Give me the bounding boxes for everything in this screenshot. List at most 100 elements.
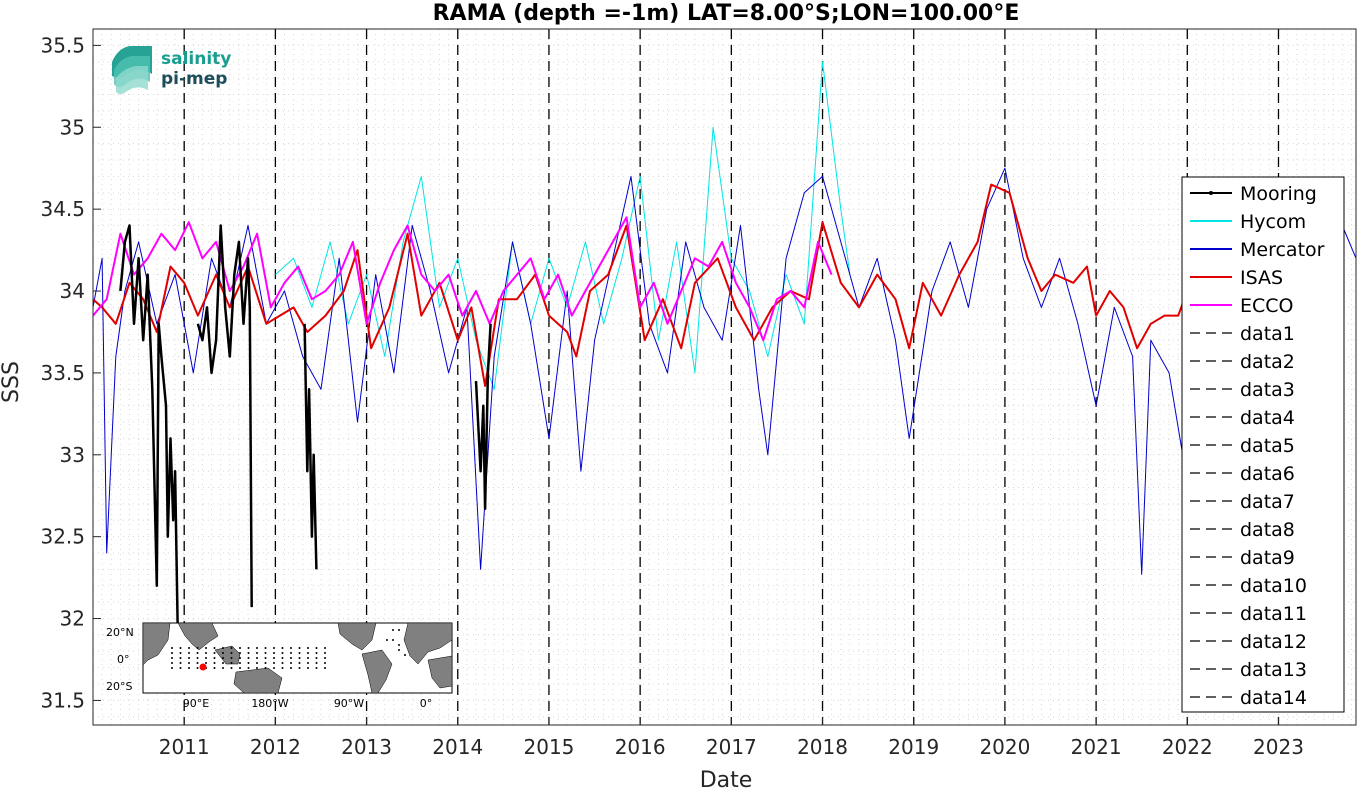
buoy-marker <box>205 657 207 659</box>
x-tick-label: 2014 <box>432 735 483 759</box>
buoy-marker <box>171 652 173 654</box>
inset-lon-label-90w: 90°W <box>334 697 364 710</box>
legend-label: data10 <box>1240 575 1307 597</box>
buoy-marker <box>179 652 182 654</box>
buoy-marker <box>298 647 301 649</box>
buoy-marker <box>188 662 190 664</box>
inset-lon-label-0: 0° <box>420 697 433 710</box>
legend: Mooring Hycom Mercator ISAS ECCO data1 data2 da… <box>1181 176 1345 713</box>
buoy-marker <box>298 662 301 664</box>
buoy-marker <box>213 657 216 659</box>
legend-entry: ISAS <box>1190 267 1283 289</box>
buoy-marker <box>307 667 309 669</box>
buoy-marker <box>398 644 400 646</box>
buoy-marker <box>230 647 233 649</box>
buoy-marker <box>281 662 284 664</box>
buoy-marker <box>392 629 394 631</box>
buoy-marker <box>222 667 224 669</box>
legend-entry: data13 <box>1190 659 1307 681</box>
legend-entry: data11 <box>1190 603 1307 625</box>
x-tick-label: 2011 <box>159 735 210 759</box>
y-tick-label: 35.5 <box>40 33 85 57</box>
buoy-marker <box>324 652 326 654</box>
buoy-marker <box>307 652 309 654</box>
x-tick-label: 2021 <box>1071 735 1122 759</box>
buoy-marker <box>179 647 182 649</box>
buoy-marker <box>239 657 241 659</box>
y-tick-label: 33 <box>60 443 85 467</box>
buoy-marker <box>324 667 326 669</box>
buoy-marker <box>247 657 250 659</box>
x-tick-label: 2020 <box>979 735 1030 759</box>
x-tick-label: 2023 <box>1253 735 1304 759</box>
buoy-marker <box>281 647 284 649</box>
buoy-marker <box>205 647 207 649</box>
buoy-marker <box>171 662 173 664</box>
inset-lon-label-90e: 90°E <box>183 697 209 710</box>
inset-lat-label-20n: 20°N <box>106 626 134 639</box>
buoy-marker <box>256 652 258 654</box>
buoy-marker <box>188 647 190 649</box>
buoy-marker <box>307 647 309 649</box>
vertical-dashed-lines <box>183 29 1280 725</box>
legend-entry: Hycom <box>1190 211 1306 233</box>
series-layer <box>92 61 1357 635</box>
inset-map: 20°N 0° 20°S 90°E 180°W 90°W 0° <box>106 622 453 710</box>
legend-entry: data6 <box>1190 463 1295 485</box>
x-axis-label: Date <box>700 768 753 790</box>
legend-label: data12 <box>1240 631 1307 653</box>
buoy-marker <box>273 662 275 664</box>
y-tick-label: 33.5 <box>40 361 85 385</box>
x-ticks: 2011 2012 2013 2014 2015 2016 2017 2018 2019 2020… <box>159 717 1304 759</box>
buoy-marker <box>196 657 199 659</box>
buoy-marker <box>256 657 258 659</box>
buoy-marker <box>273 647 275 649</box>
buoy-marker <box>222 652 224 654</box>
buoy-marker <box>298 667 301 669</box>
buoy-marker <box>281 667 284 669</box>
buoy-marker <box>264 657 267 659</box>
logo-waves-icon <box>112 46 152 94</box>
buoy-marker <box>324 647 326 649</box>
legend-label: data8 <box>1240 519 1295 541</box>
inset-lat-label-20s: 20°S <box>106 680 132 693</box>
buoy-marker <box>222 647 224 649</box>
y-tick-label: 34 <box>60 279 85 303</box>
buoy-marker <box>398 629 400 631</box>
x-tick-label: 2019 <box>888 735 939 759</box>
legend-label: ISAS <box>1240 267 1283 289</box>
buoy-marker <box>281 652 284 654</box>
legend-label: data1 <box>1240 323 1295 345</box>
buoy-marker <box>398 649 400 651</box>
inset-land <box>142 622 453 694</box>
buoy-marker <box>239 647 241 649</box>
buoy-marker <box>179 662 182 664</box>
y-tick-label: 32 <box>60 607 85 631</box>
buoy-marker <box>230 662 233 664</box>
series-line-mercator <box>92 167 1357 575</box>
buoy-marker <box>290 667 292 669</box>
legend-label: data6 <box>1240 463 1295 485</box>
buoy-marker <box>179 657 182 659</box>
legend-entry: data8 <box>1190 519 1295 541</box>
buoy-marker <box>188 667 190 669</box>
legend-items: Mooring Hycom Mercator ISAS ECCO data1 data2 da… <box>1190 183 1325 709</box>
buoy-marker <box>315 657 318 659</box>
series-line-ecco <box>92 216 833 342</box>
buoy-marker <box>324 662 326 664</box>
buoy-marker <box>264 652 267 654</box>
buoy-marker <box>230 652 233 654</box>
legend-entry: ECCO <box>1190 295 1294 317</box>
legend-label: data9 <box>1240 547 1295 569</box>
plot-frame <box>92 28 1357 726</box>
salinity-pimep-logo: salinity pi-mep <box>112 46 231 94</box>
buoy-marker <box>290 647 292 649</box>
legend-label: Mooring <box>1240 183 1317 205</box>
buoy-marker <box>196 647 199 649</box>
buoy-marker <box>230 667 233 669</box>
legend-entry: data1 <box>1190 323 1295 345</box>
buoy-marker <box>307 657 309 659</box>
legend-label: data13 <box>1240 659 1307 681</box>
buoy-marker <box>247 662 250 664</box>
